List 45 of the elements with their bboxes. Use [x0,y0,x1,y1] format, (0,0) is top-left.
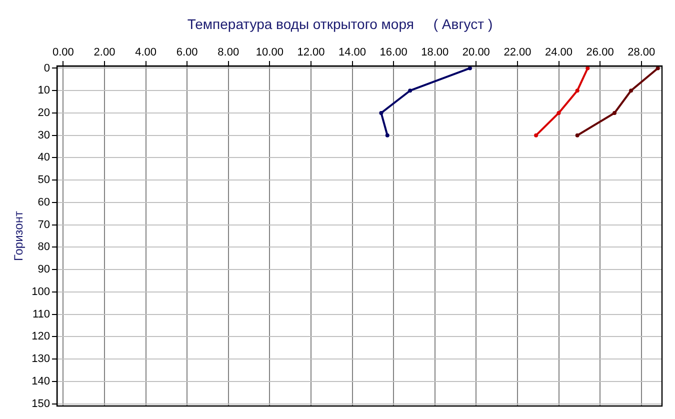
x-tick-label: 20.00 [462,46,490,58]
y-tick-label: 30 [38,129,50,142]
point [379,110,384,115]
point [629,88,634,93]
point [468,66,472,70]
point [575,133,580,138]
y-tick-label: 110 [32,308,50,320]
point [408,88,412,93]
y-tick-label: 90 [38,264,50,276]
x-tick-label: 16.00 [380,46,408,58]
y-tick-label: 50 [38,174,50,186]
point [656,66,660,70]
point [575,88,580,93]
x-tick-label: 6.00 [176,46,198,58]
y-tick-label: 130 [32,353,50,366]
point [586,66,590,70]
y-tick-label: 100 [32,286,50,298]
x-tick-label: 18.00 [421,46,449,58]
y-tick-label: 20 [38,107,50,120]
x-tick-label: 22.00 [504,46,532,58]
x-tick-label: 26.00 [586,46,614,58]
y-tick-label: 70 [38,218,50,231]
point [534,133,538,138]
point [612,110,617,115]
y-axis-title: Горизонт [12,210,26,261]
point [385,133,390,138]
y-tick-label: 60 [38,196,50,208]
x-tick-label: 12.00 [297,46,325,58]
chart-title: Температура воды открытого моря ( Август ) [186,16,494,32]
y-tick-label: 10 [38,84,50,97]
x-tick-label: 0.00 [52,46,74,58]
point [556,110,561,115]
y-tick-label: 140 [32,375,50,388]
y-tick-label: 40 [38,152,50,164]
x-tick-label: 10.00 [256,46,284,58]
x-tick-label: 28.00 [628,46,656,58]
y-tick-label: 0 [44,62,50,74]
x-tick-label: 2.00 [94,46,116,58]
x-tick-label: 24.00 [544,46,573,58]
x-tick-label: 4.00 [135,46,156,58]
y-tick-label: 150 [32,398,50,410]
y-tick-label: 120 [32,330,50,343]
x-tick-label: 14.00 [338,46,366,58]
y-tick-label: 80 [38,241,50,254]
x-tick-label: 8.00 [218,46,240,58]
